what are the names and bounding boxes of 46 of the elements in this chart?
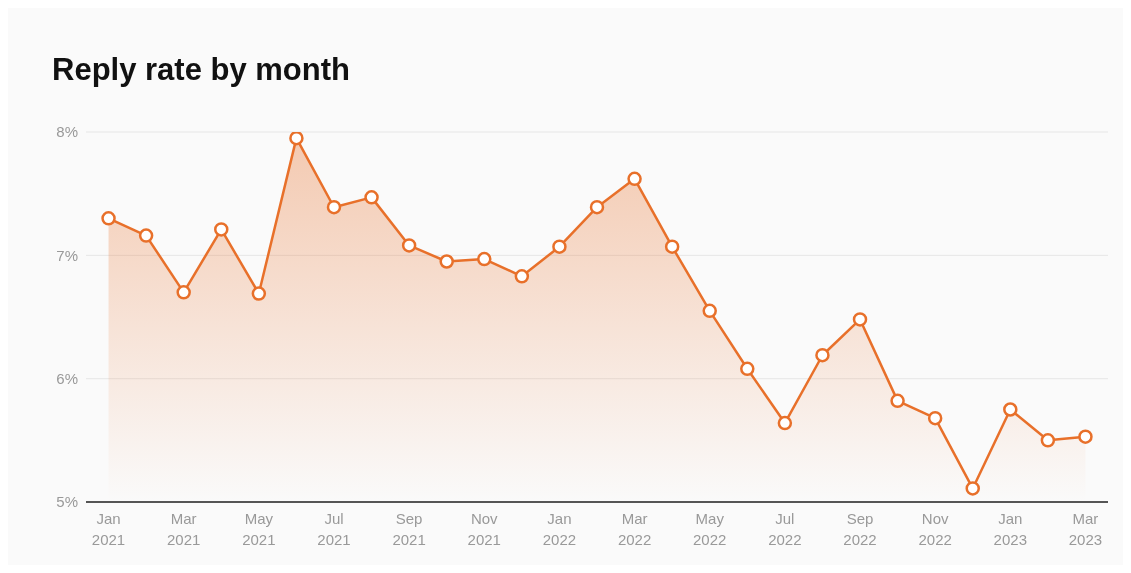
x-tick-label: May 2021 [242,510,276,548]
point [289,132,304,146]
point [251,286,267,301]
point [702,303,717,319]
point [326,199,342,215]
point [627,171,642,187]
x-tick-label: Jan 2022 [542,510,577,548]
x-tick-label: Jul 2022 [768,510,802,548]
x-tick-label: Jul 2021 [317,510,351,548]
point [214,222,229,237]
point [552,239,567,254]
x-tick-label: Mar 2023 [1068,510,1103,548]
point [852,312,868,327]
x-tick-label: Nov 2021 [467,510,501,548]
point [439,254,454,269]
y-tick-label: 7% [56,246,78,264]
x-tick-label: Nov 2022 [918,510,952,548]
x-tick-label: Jan 2023 [993,510,1027,548]
point [514,269,530,284]
point [477,251,492,267]
point [890,393,905,409]
point [1078,429,1093,444]
y-tick-label: 6% [56,369,78,387]
x-tick-label: Sep 2021 [392,510,426,548]
point [740,361,755,377]
point [777,415,793,431]
x-tick-label: Sep 2022 [843,510,877,548]
point [1040,433,1056,448]
x-tick-label: Jan 2021 [91,510,126,548]
point [364,190,379,205]
point [401,238,417,253]
point [138,228,154,243]
point [101,211,116,226]
point [815,347,830,363]
point [589,199,605,215]
point [927,410,943,426]
chart-title: Reply rate by month [51,51,351,89]
point [1003,402,1018,417]
point [176,285,191,300]
x-tick-label: Mar 2022 [617,510,652,548]
y-tick-label: 5% [56,493,78,511]
y-tick-label: 8% [56,123,78,141]
x-tick-label: May 2022 [693,510,727,548]
point [965,481,980,496]
point [664,239,680,254]
x-tick-label: Mar 2021 [167,510,201,548]
